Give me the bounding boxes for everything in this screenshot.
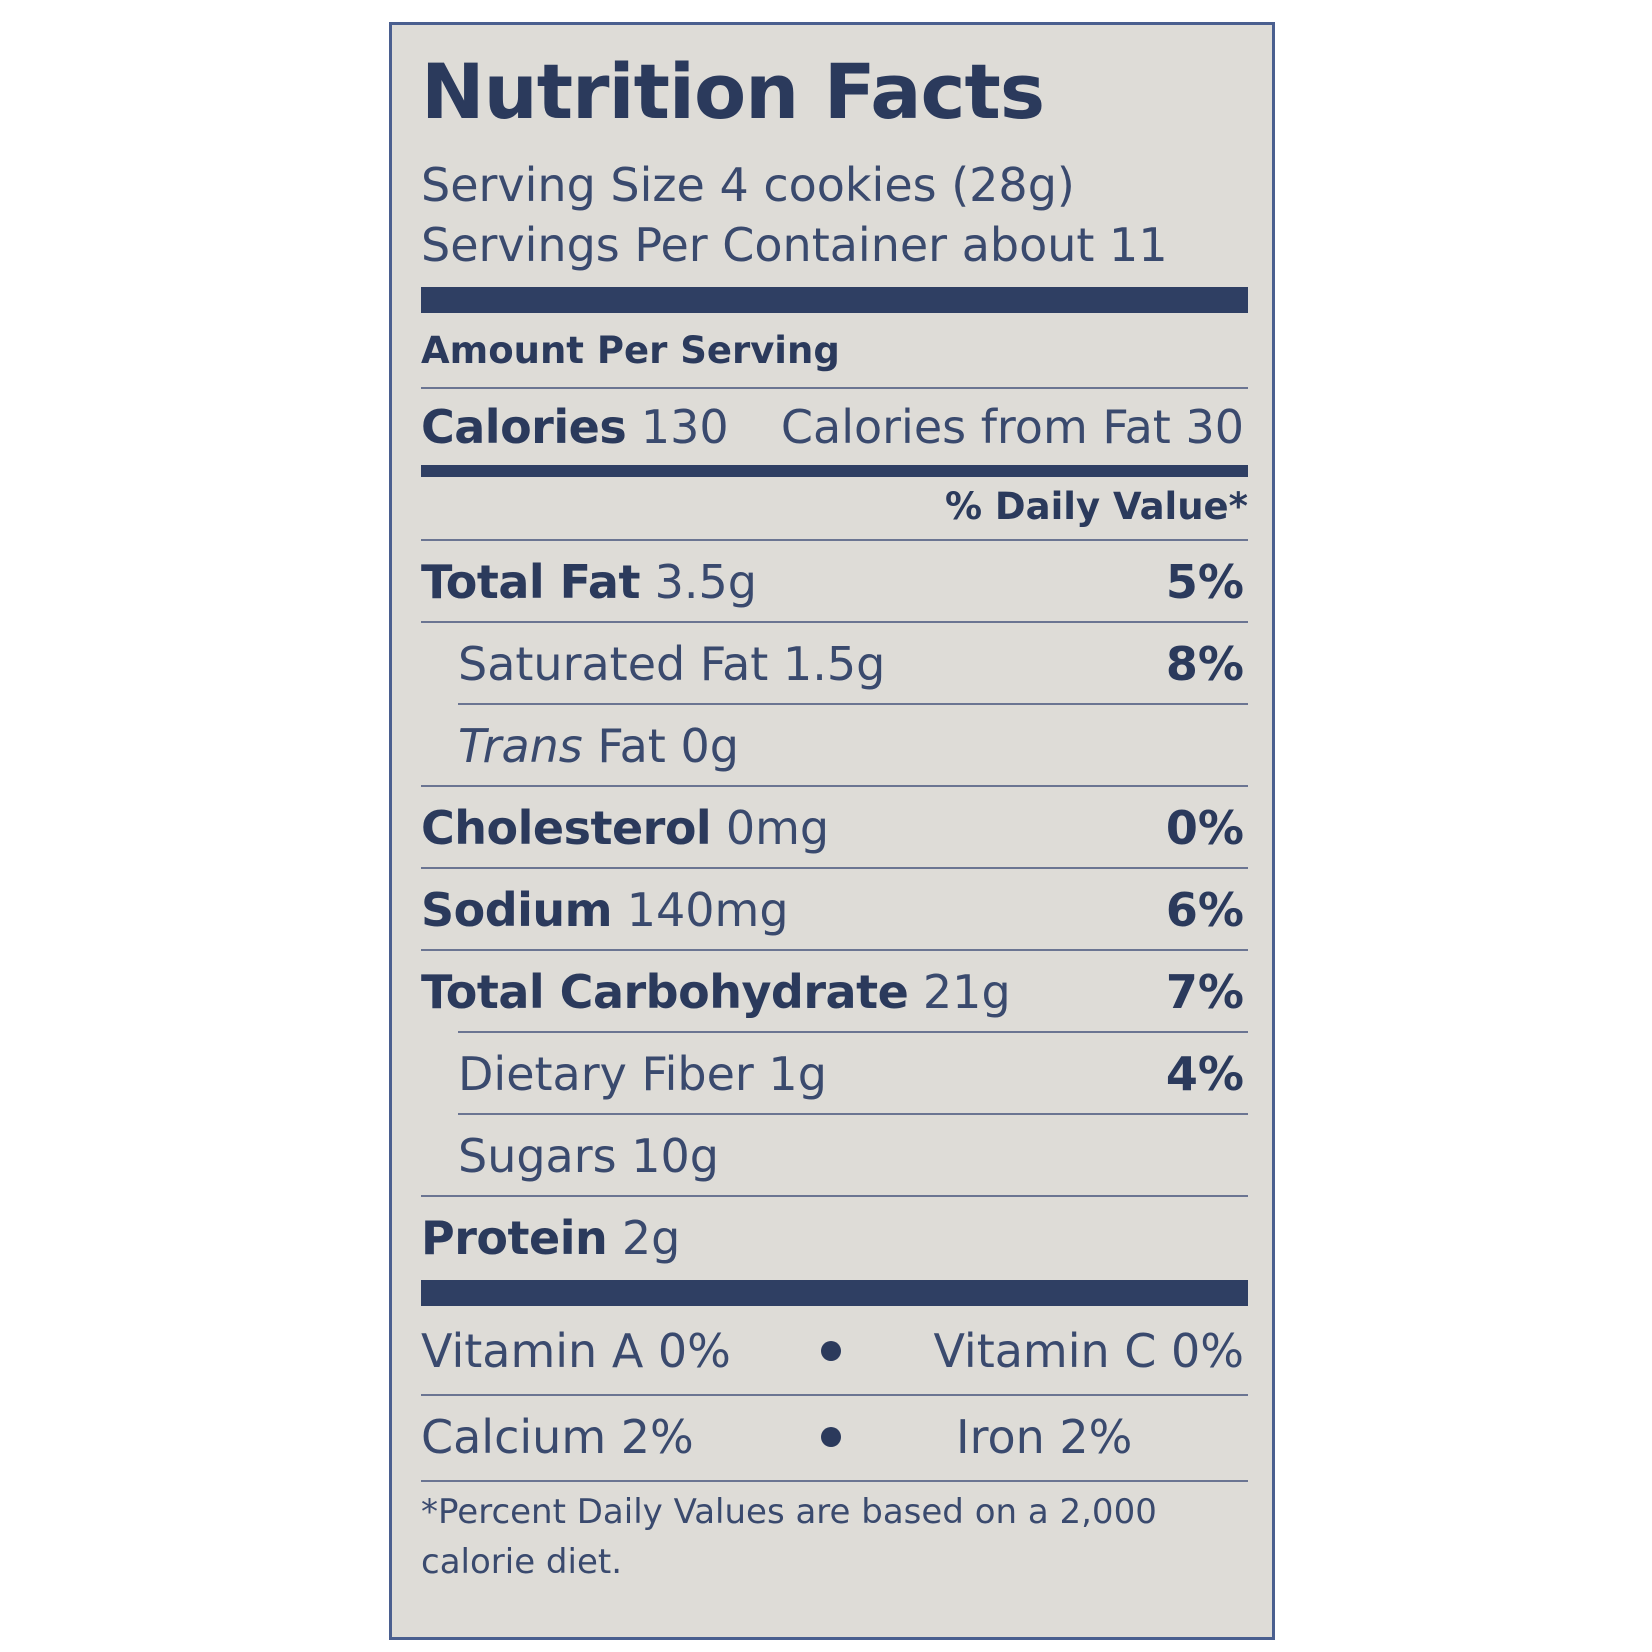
- nutrient-amount: 0g: [680, 719, 739, 773]
- calories-row: Calories 130 Calories from Fat 30: [421, 387, 1248, 467]
- divider: [421, 1480, 1248, 1482]
- nutrient-dv: 0%: [1165, 801, 1244, 855]
- nutrient-amount: 0mg: [725, 801, 830, 855]
- divider: [458, 1113, 1248, 1115]
- nutrient-amount: 1.5g: [782, 637, 886, 691]
- calories-label: Calories: [421, 400, 627, 454]
- divider: [421, 949, 1248, 951]
- nutrient-name: Dietary Fiber: [458, 1047, 754, 1101]
- divider: [421, 387, 1248, 389]
- nutrient-row-trans-fat: Trans Fat 0g: [458, 703, 1248, 789]
- divider: [421, 539, 1248, 541]
- divider: [458, 1031, 1248, 1033]
- thick-divider: [421, 287, 1248, 313]
- nutrient-dv: 5%: [1165, 555, 1244, 609]
- nutrient-name: Sodium: [421, 883, 613, 937]
- nutrient-row-sugars: Sugars 10g: [458, 1113, 1248, 1199]
- nutrient-name: Sugars: [458, 1129, 617, 1183]
- calcium: Calcium 2%: [421, 1410, 694, 1464]
- label-content: Nutrition Facts Serving Size 4 cookies (…: [421, 25, 1248, 1637]
- calories: Calories 130: [421, 400, 729, 454]
- bullet-icon: [821, 1341, 841, 1361]
- divider: [421, 867, 1248, 869]
- nutrient-row-saturated-fat: Saturated Fat 1.5g 8%: [458, 621, 1248, 707]
- nutrient-amount: 21g: [922, 965, 1011, 1019]
- nutrition-facts-label: Nutrition Facts Serving Size 4 cookies (…: [389, 22, 1275, 1640]
- nutrient-row-total-carbohydrate: Total Carbohydrate 21g 7%: [421, 949, 1248, 1035]
- nutrient-amount: 1g: [768, 1047, 827, 1101]
- divider: [421, 785, 1248, 787]
- nutrient-dv: 7%: [1165, 965, 1244, 1019]
- nutrient-row-protein: Protein 2g: [421, 1195, 1248, 1281]
- nutrient-amount: 140mg: [626, 883, 789, 937]
- nutrient-row-cholesterol: Cholesterol 0mg 0%: [421, 785, 1248, 871]
- nutrient-name: Total Carbohydrate: [421, 965, 909, 1019]
- nutrient-amount: 10g: [631, 1129, 719, 1183]
- serving-size: Serving Size 4 cookies (28g): [421, 158, 1075, 212]
- nutrient-row-total-fat: Total Fat 3.5g 5%: [421, 539, 1248, 625]
- divider: [421, 1195, 1248, 1197]
- bullet-icon: [821, 1427, 841, 1447]
- footnote: *Percent Daily Values are based on a 2,0…: [421, 1492, 1157, 1582]
- iron: Iron 2%: [956, 1410, 1133, 1464]
- divider: [421, 621, 1248, 623]
- calories-value: 130: [640, 400, 729, 454]
- nutrient-name: Total Fat: [421, 555, 640, 609]
- divider: [421, 1394, 1248, 1396]
- nutrient-row-dietary-fiber: Dietary Fiber 1g 4%: [458, 1031, 1248, 1117]
- vitamin-a: Vitamin A 0%: [421, 1324, 731, 1378]
- divider: [458, 703, 1248, 705]
- vitamin-row-calcium-iron: Calcium 2% Iron 2%: [421, 1394, 1248, 1480]
- nutrient-dv: 6%: [1165, 883, 1244, 937]
- nutrient-dv: 8%: [1165, 637, 1244, 691]
- vitamin-c: Vitamin C 0%: [933, 1324, 1244, 1378]
- servings-per-container: Servings Per Container about 11: [421, 218, 1168, 272]
- medium-divider: [421, 465, 1248, 477]
- nutrient-amount: 3.5g: [654, 555, 757, 609]
- nutrient-name: Cholesterol: [421, 801, 712, 855]
- nutrient-dv: 4%: [1165, 1047, 1244, 1101]
- nutrient-row-sodium: Sodium 140mg 6%: [421, 867, 1248, 953]
- nutrient-name-italic: Trans: [458, 719, 583, 773]
- calories-from-fat: Calories from Fat 30: [780, 400, 1244, 454]
- vitamin-row-a-c: Vitamin A 0% Vitamin C 0%: [421, 1308, 1248, 1394]
- nutrient-name: Protein: [421, 1211, 608, 1265]
- amount-per-serving: Amount Per Serving: [421, 329, 840, 372]
- daily-value-header: % Daily Value*: [944, 485, 1248, 528]
- nutrient-amount: 2g: [621, 1211, 681, 1265]
- nutrient-name: Fat: [597, 719, 666, 773]
- label-title: Nutrition Facts: [421, 47, 1045, 136]
- thick-divider: [421, 1280, 1248, 1306]
- nutrient-name: Saturated Fat: [458, 637, 769, 691]
